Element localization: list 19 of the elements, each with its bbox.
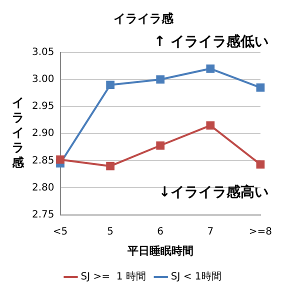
y-tick-label: 2.85	[32, 155, 54, 166]
y-tick-label: 2.90	[32, 128, 54, 140]
x-tick-label: >=8	[248, 226, 272, 238]
x-tick-label: 5	[107, 226, 114, 238]
x-tick-label: <5	[52, 226, 68, 238]
annotation: ↓イライラ感高い	[158, 183, 268, 200]
x-axis-title: 平日睡眠時間	[126, 244, 194, 258]
legend-label: SJ >= 1 時間	[80, 270, 146, 283]
y-tick-label: 3.00	[32, 74, 54, 86]
y-axis-title: イライラ感	[11, 96, 25, 170]
y-tick-label: 2.95	[32, 101, 54, 112]
y-tick-label: 2.80	[32, 182, 54, 194]
x-tick-label: 6	[157, 226, 164, 238]
chart-title: イライラ感	[114, 11, 174, 26]
x-tick-label: 7	[207, 226, 214, 238]
legend-label: SJ < 1時間	[170, 270, 222, 283]
y-tick-label: 2.75	[32, 209, 54, 220]
text: ↑ イライラ感低い	[154, 34, 268, 50]
y-tick-label: 3.05	[32, 46, 54, 58]
